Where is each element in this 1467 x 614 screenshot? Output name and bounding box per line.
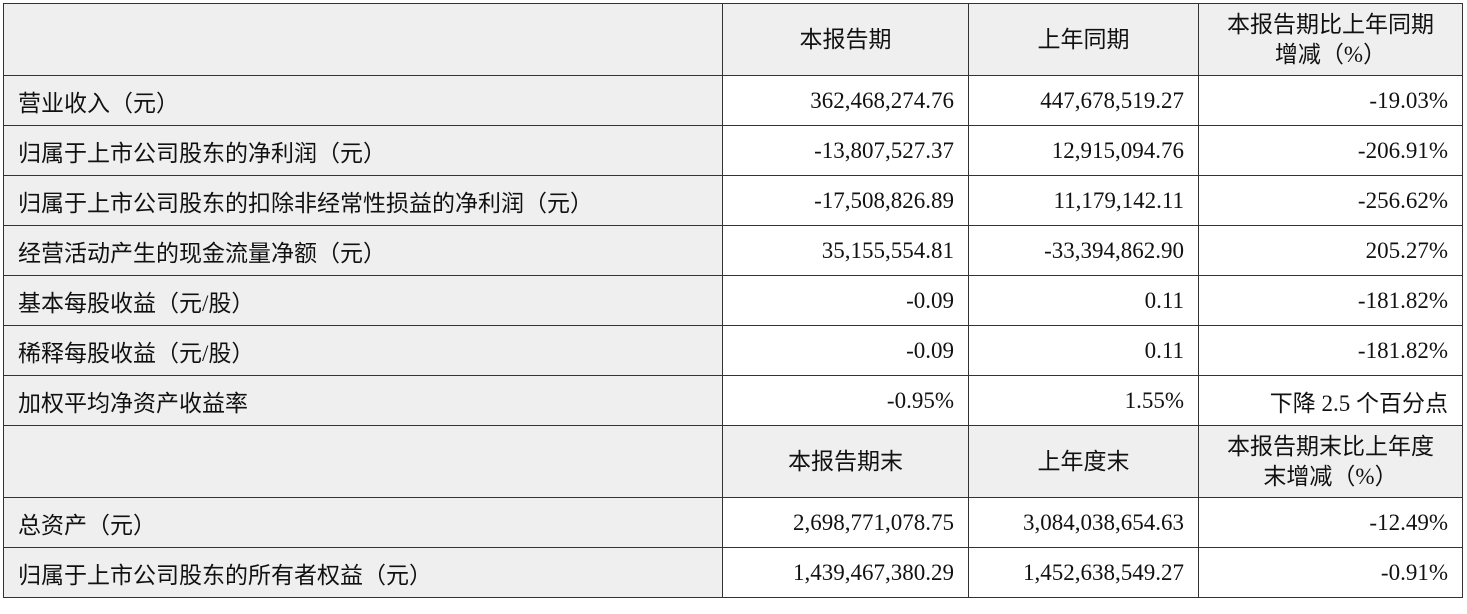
data-cell: -0.09 bbox=[722, 275, 969, 326]
data-row: 经营活动产生的现金流量净额（元） 35,155,554.81 -33,394,862… bbox=[3, 225, 1463, 276]
row-label: 基本每股收益（元/股） bbox=[3, 275, 723, 326]
data-row: 归属于上市公司股东的扣除非经常性损益的净利润（元） -17,508,826.89 1… bbox=[3, 175, 1463, 226]
column-header: 上年度末 bbox=[968, 425, 1199, 498]
data-cell: -0.91% bbox=[1198, 547, 1463, 598]
header-row: 本报告期末 上年度末 本报告期末比上年度末增减（%） bbox=[3, 425, 1463, 498]
row-label: 总资产（元） bbox=[3, 497, 723, 548]
data-cell: 447,678,519.27 bbox=[968, 75, 1199, 126]
data-cell: 362,468,274.76 bbox=[722, 75, 969, 126]
row-label: 营业收入（元） bbox=[3, 75, 723, 126]
data-cell: -256.62% bbox=[1198, 175, 1463, 226]
header-cell-empty bbox=[3, 3, 723, 76]
data-cell: 0.11 bbox=[968, 275, 1199, 326]
data-cell: 1.55% bbox=[968, 375, 1199, 426]
data-cell: 3,084,038,654.63 bbox=[968, 497, 1199, 548]
data-row: 总资产（元） 2,698,771,078.75 3,084,038,654.63 -1… bbox=[3, 497, 1463, 548]
header-cell-empty bbox=[3, 425, 723, 498]
data-cell: -17,508,826.89 bbox=[722, 175, 969, 226]
column-header: 本报告期末 bbox=[722, 425, 969, 498]
data-cell: 0.11 bbox=[968, 325, 1199, 376]
data-cell: -181.82% bbox=[1198, 275, 1463, 326]
data-cell: -13,807,527.37 bbox=[722, 125, 969, 176]
row-label: 归属于上市公司股东的扣除非经常性损益的净利润（元） bbox=[3, 175, 723, 226]
data-cell: 11,179,142.11 bbox=[968, 175, 1199, 226]
data-cell: 12,915,094.76 bbox=[968, 125, 1199, 176]
data-cell: -206.91% bbox=[1198, 125, 1463, 176]
data-row: 加权平均净资产收益率 -0.95% 1.55% 下降 2.5 个百分点 bbox=[3, 375, 1463, 426]
row-label: 稀释每股收益（元/股） bbox=[3, 325, 723, 376]
data-row: 归属于上市公司股东的净利润（元） -13,807,527.37 12,915,094… bbox=[3, 125, 1463, 176]
data-cell: -0.09 bbox=[722, 325, 969, 376]
data-row: 营业收入（元） 362,468,274.76 447,678,519.27 -19.0… bbox=[3, 75, 1463, 126]
data-cell: 1,439,467,380.29 bbox=[722, 547, 969, 598]
column-header: 本报告期末比上年度末增减（%） bbox=[1198, 425, 1463, 498]
data-row: 稀释每股收益（元/股） -0.09 0.11 -181.82% bbox=[3, 325, 1463, 376]
row-label: 归属于上市公司股东的净利润（元） bbox=[3, 125, 723, 176]
row-label: 经营活动产生的现金流量净额（元） bbox=[3, 225, 723, 276]
header-row: 本报告期 上年同期 本报告期比上年同期增减（%） bbox=[3, 3, 1463, 76]
data-cell: -12.49% bbox=[1198, 497, 1463, 548]
data-cell: -181.82% bbox=[1198, 325, 1463, 376]
data-cell: -19.03% bbox=[1198, 75, 1463, 126]
data-row: 基本每股收益（元/股） -0.09 0.11 -181.82% bbox=[3, 275, 1463, 326]
column-header: 本报告期比上年同期增减（%） bbox=[1198, 3, 1463, 76]
column-header: 本报告期 bbox=[722, 3, 969, 76]
data-cell: -0.95% bbox=[722, 375, 969, 426]
data-cell: 2,698,771,078.75 bbox=[722, 497, 969, 548]
data-row: 归属于上市公司股东的所有者权益（元） 1,439,467,380.29 1,452,… bbox=[3, 547, 1463, 598]
data-cell: 1,452,638,549.27 bbox=[968, 547, 1199, 598]
data-cell: 下降 2.5 个百分点 bbox=[1198, 375, 1463, 426]
row-label: 归属于上市公司股东的所有者权益（元） bbox=[3, 547, 723, 598]
data-cell: 35,155,554.81 bbox=[722, 225, 969, 276]
data-cell: 205.27% bbox=[1198, 225, 1463, 276]
table-body: 本报告期 上年同期 本报告期比上年同期增减（%） 营业收入（元） 362,468,274… bbox=[3, 3, 1463, 598]
financial-table: 本报告期 上年同期 本报告期比上年同期增减（%） 营业收入（元） 362,468,274… bbox=[3, 3, 1463, 598]
data-cell: -33,394,862.90 bbox=[968, 225, 1199, 276]
row-label: 加权平均净资产收益率 bbox=[3, 375, 723, 426]
column-header: 上年同期 bbox=[968, 3, 1199, 76]
